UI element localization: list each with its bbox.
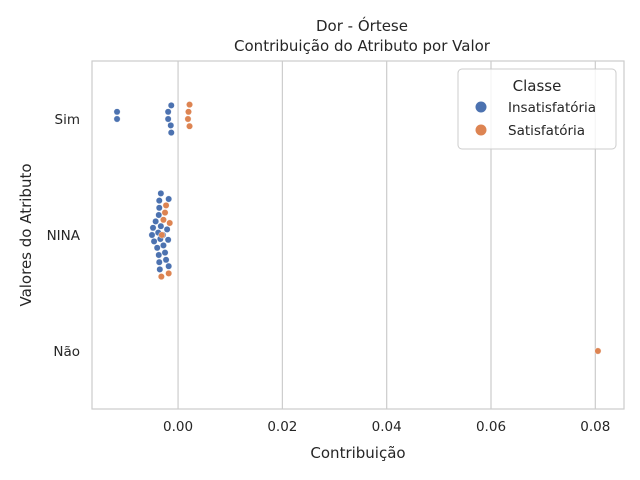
- data-point: [186, 122, 193, 130]
- data-point: [156, 265, 164, 273]
- legend-marker-insatisfatoria: [475, 101, 487, 113]
- y-tick-label: NINA: [47, 228, 81, 244]
- data-point: [152, 217, 160, 225]
- y-tick-label: Sim: [55, 112, 80, 128]
- data-point: [155, 251, 163, 259]
- data-point: [157, 222, 165, 230]
- chart-subtitle: Contribuição do Atributo por Valor: [234, 37, 491, 55]
- data-point: [155, 258, 163, 266]
- legend-label-insatisfatoria: Insatisfatória: [508, 100, 596, 116]
- x-tick-label: 0.00: [163, 419, 193, 435]
- legend-box: [457, 68, 617, 150]
- chart-title: Dor - Órtese: [316, 16, 408, 35]
- data-point: [161, 209, 169, 217]
- data-point: [166, 219, 174, 227]
- data-point: [165, 269, 173, 277]
- data-point: [160, 241, 167, 249]
- legend-title: Classe: [513, 77, 562, 95]
- x-tick-label: 0.02: [267, 419, 297, 435]
- data-point: [155, 197, 163, 205]
- data-point: [157, 189, 165, 197]
- plot-frame: [91, 60, 625, 410]
- data-point: [155, 211, 163, 219]
- data-point: [167, 102, 175, 109]
- data-point: [594, 347, 602, 355]
- data-point: [167, 129, 175, 137]
- data-point: [155, 204, 163, 212]
- data-point: [148, 231, 156, 239]
- data-point: [165, 262, 173, 270]
- x-tick-label: 0.06: [476, 419, 506, 435]
- data-point: [113, 108, 121, 116]
- x-tick-label: 0.08: [580, 419, 610, 435]
- y-axis-ticks: Sim NINA Não: [47, 112, 81, 360]
- data-points: [113, 101, 602, 355]
- x-axis-label: Contribuição: [310, 444, 405, 462]
- data-point: [157, 273, 165, 280]
- data-point: [186, 101, 193, 109]
- legend: Classe Insatisfatória Satisfatória: [457, 68, 617, 150]
- data-point: [164, 108, 172, 116]
- data-point: [113, 115, 121, 123]
- y-axis-label: Valores do Atributo: [17, 163, 35, 306]
- data-point: [153, 244, 161, 252]
- x-tick-label: 0.04: [372, 419, 402, 435]
- data-point: [167, 122, 175, 129]
- data-point: [162, 201, 170, 209]
- legend-marker-satisfatoria: [475, 124, 487, 136]
- data-point: [150, 237, 158, 245]
- data-point: [161, 249, 169, 257]
- data-point: [165, 195, 173, 203]
- data-point: [162, 256, 170, 264]
- data-point: [185, 108, 192, 116]
- data-point: [184, 115, 192, 123]
- data-point: [164, 115, 172, 123]
- data-point: [160, 216, 167, 224]
- x-axis-ticks: 0.00 0.02 0.04 0.06 0.08: [163, 419, 610, 435]
- legend-label-satisfatoria: Satisfatória: [508, 123, 585, 139]
- data-point: [149, 224, 157, 232]
- data-point: [164, 236, 172, 244]
- data-point: [158, 231, 166, 239]
- data-point: [163, 225, 171, 233]
- y-tick-label: Não: [53, 344, 80, 360]
